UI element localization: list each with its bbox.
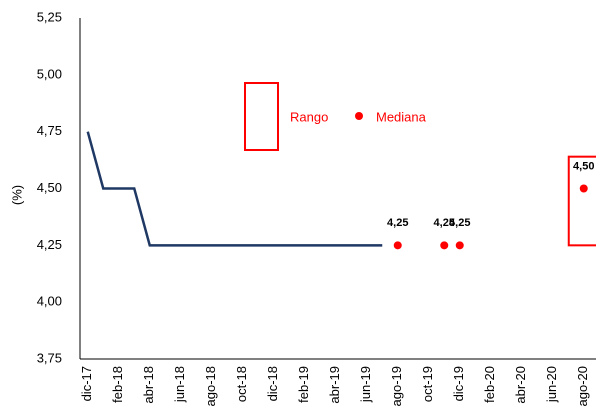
y-tick-label: 5,00 bbox=[37, 66, 62, 81]
x-tick-label: jun-19 bbox=[358, 366, 373, 403]
y-tick-label: 3,75 bbox=[37, 350, 62, 365]
x-tick-label: abr-18 bbox=[141, 366, 156, 404]
y-axis-label: (%) bbox=[9, 185, 24, 205]
y-tick-label: 4,00 bbox=[37, 294, 62, 309]
x-tick-label: abr-19 bbox=[327, 366, 342, 404]
x-tick-label: oct-19 bbox=[420, 366, 435, 402]
x-tick-label: abr-20 bbox=[513, 366, 528, 404]
x-tick-label: feb-19 bbox=[296, 366, 311, 403]
y-tick-label: 4,75 bbox=[37, 123, 62, 138]
x-tick-label: ago-19 bbox=[389, 366, 404, 406]
legend-swatch bbox=[355, 112, 363, 120]
x-tick-label: jun-20 bbox=[544, 366, 559, 403]
range-box bbox=[567, 155, 596, 247]
median-point bbox=[455, 241, 464, 250]
data-label: 4,25 bbox=[434, 217, 455, 229]
median-point bbox=[440, 241, 449, 250]
y-tick-label: 4,25 bbox=[37, 237, 62, 252]
x-tick-label: oct-18 bbox=[234, 366, 249, 402]
data-label: 4,50 bbox=[573, 160, 594, 172]
y-tick-label: 5,25 bbox=[37, 9, 62, 24]
x-tick-label: ago-18 bbox=[203, 366, 218, 406]
x-tick-label: ago-20 bbox=[575, 366, 590, 406]
median-point bbox=[579, 184, 588, 193]
line bbox=[86, 131, 383, 247]
legend-swatch bbox=[244, 82, 279, 151]
data-label: 4,25 bbox=[449, 217, 470, 229]
x-tick-label: dic-19 bbox=[451, 366, 466, 401]
median-point bbox=[393, 241, 402, 250]
x-tick-label: jun-18 bbox=[172, 366, 187, 403]
x-tick-label: dic-18 bbox=[265, 366, 280, 401]
legend-label: Rango bbox=[290, 109, 328, 124]
x-tick-label: feb-20 bbox=[482, 366, 497, 403]
data-label: 4,25 bbox=[387, 217, 408, 229]
x-tick-label: feb-18 bbox=[110, 366, 125, 403]
y-tick-label: 4,50 bbox=[37, 180, 62, 195]
legend-label: Mediana bbox=[376, 109, 427, 124]
x-tick-label: dic-17 bbox=[79, 366, 94, 401]
